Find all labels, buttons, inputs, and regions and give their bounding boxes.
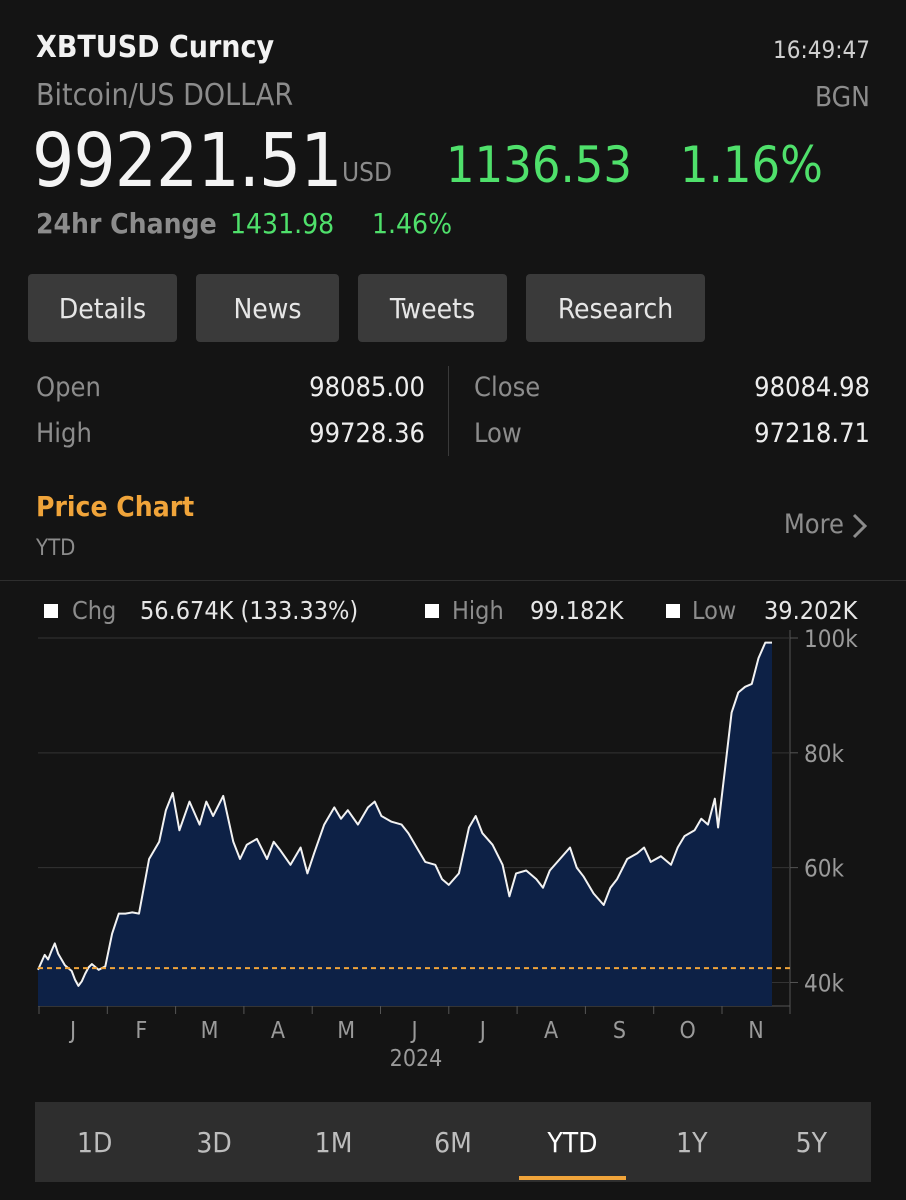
- price-line: [37, 641, 772, 987]
- x-axis-year-label: 2024: [390, 1046, 443, 1072]
- tab-tweets[interactable]: Tweets: [358, 274, 507, 342]
- chart-separator: [0, 580, 906, 581]
- x-tick-label-4: M: [337, 1018, 355, 1044]
- legend-chg-marker: [44, 604, 58, 618]
- range-ytd[interactable]: YTD: [547, 1125, 598, 1159]
- x-tick-label-3: A: [271, 1018, 285, 1044]
- low-value: 97218.71: [754, 418, 870, 449]
- x-tick-label-0: J: [68, 1018, 76, 1044]
- chart-period: YTD: [36, 536, 76, 561]
- legend-low-label: Low: [692, 596, 737, 625]
- currency-code: USD: [342, 158, 392, 188]
- tab-news[interactable]: News: [196, 274, 339, 342]
- x-tick-label-10: N: [748, 1018, 763, 1044]
- price-area-fill: [38, 642, 772, 1006]
- legend-low-marker: [666, 604, 680, 618]
- range-5y[interactable]: 5Y: [795, 1125, 827, 1159]
- tab-research[interactable]: Research: [526, 274, 705, 342]
- more-link[interactable]: More: [783, 509, 844, 540]
- range-6m[interactable]: 6M: [434, 1125, 472, 1159]
- open-label: Open: [36, 372, 101, 403]
- price-chart[interactable]: 40k 60k 80k 100k J F M A M J J A S O N 2024: [0, 625, 906, 1080]
- ticker-symbol: XBTUSD Curncy: [36, 30, 275, 65]
- x-tick-label-1: F: [135, 1018, 147, 1044]
- last-update-time: 16:49:47: [773, 36, 870, 64]
- chevron-right-icon[interactable]: [846, 511, 872, 541]
- security-name: Bitcoin/US DOLLAR: [36, 78, 294, 113]
- legend-chg-label: Chg: [72, 596, 117, 625]
- legend-high-marker: [425, 604, 439, 618]
- range-1y[interactable]: 1Y: [676, 1125, 708, 1159]
- price-chart-title: Price Chart: [36, 490, 195, 523]
- open-value: 98085.00: [309, 372, 425, 403]
- price-source: BGN: [814, 80, 870, 113]
- range-selector: [35, 1102, 871, 1182]
- range-3d[interactable]: 3D: [196, 1125, 232, 1159]
- range-1m[interactable]: 1M: [314, 1125, 353, 1159]
- y-tick-label-2: 80k: [804, 740, 844, 768]
- y-tick-label-3: 100k: [804, 625, 858, 653]
- y-tick-label-0: 40k: [804, 969, 844, 997]
- legend-low-value: 39.202K: [764, 596, 858, 625]
- x-tick-label-5: J: [409, 1018, 417, 1044]
- change-24h-value: 1431.98: [230, 207, 335, 240]
- percent-change: 1.16%: [680, 136, 823, 194]
- x-tick-label-8: S: [613, 1018, 626, 1044]
- change-24h-percent: 1.46%: [372, 207, 453, 240]
- stats-divider: [448, 366, 449, 456]
- x-tick-label-6: J: [478, 1018, 486, 1044]
- close-value: 98084.98: [754, 372, 870, 403]
- change-24h-label: 24hr Change: [36, 207, 217, 240]
- legend-high-label: High: [452, 596, 504, 625]
- x-tick-label-2: M: [201, 1018, 219, 1044]
- y-tick-label-1: 60k: [804, 855, 844, 883]
- last-price: 99221.51: [32, 118, 343, 204]
- close-label: Close: [474, 372, 541, 403]
- legend-chg-value: 56.674K (133.33%): [140, 596, 359, 625]
- x-tick-label-7: A: [544, 1018, 558, 1044]
- legend-high-value: 99.182K: [530, 596, 624, 625]
- x-tick-label-9: O: [680, 1018, 696, 1044]
- active-range-indicator: [518, 1176, 627, 1180]
- net-change: 1136.53: [446, 136, 632, 194]
- tab-details[interactable]: Details: [28, 274, 177, 342]
- low-label: Low: [474, 418, 522, 449]
- range-1d[interactable]: 1D: [76, 1125, 113, 1159]
- high-label: High: [36, 418, 92, 449]
- high-value: 99728.36: [309, 418, 425, 449]
